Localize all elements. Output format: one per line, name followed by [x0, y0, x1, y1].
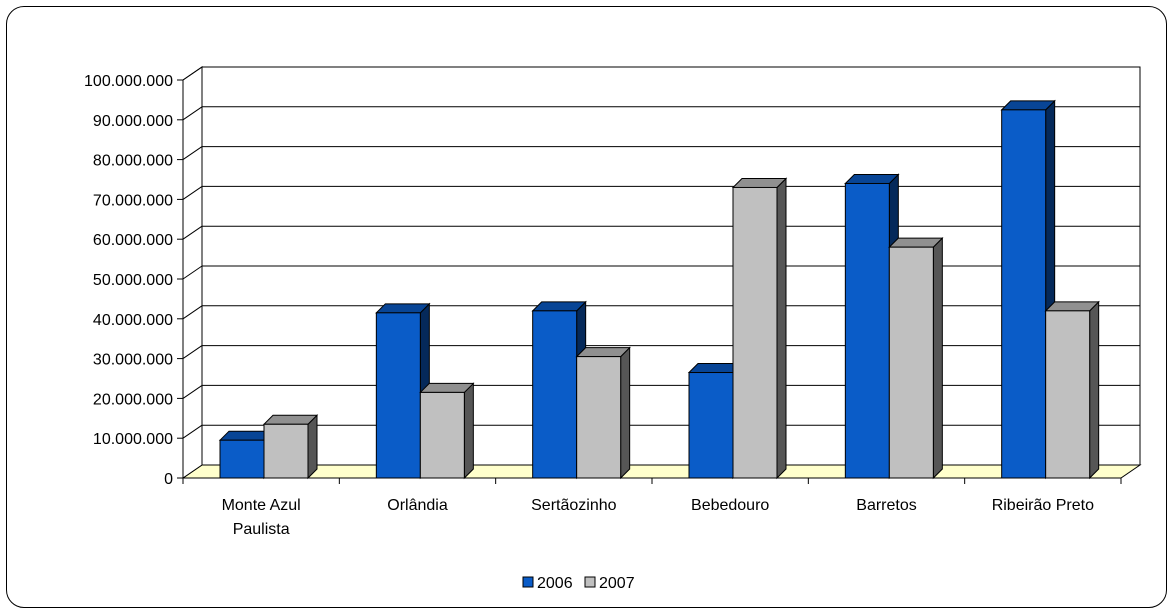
- bar-2007: [1044, 300, 1100, 480]
- legend-swatch-2006: [522, 576, 534, 588]
- y-tick-label: 30.000.000: [93, 352, 173, 369]
- legend-swatch-2007: [584, 576, 596, 588]
- y-tick-label: 100.000.000: [84, 73, 173, 90]
- gridline-side: [182, 305, 203, 320]
- gridline-side: [182, 146, 203, 161]
- gridline-side: [182, 66, 203, 81]
- category-label: Bebedouro: [691, 497, 769, 514]
- bar-2007: [575, 346, 631, 480]
- bar-2007: [262, 414, 319, 480]
- gridline-side: [182, 424, 203, 439]
- gridline-side: [182, 384, 203, 399]
- category-label: Orlândia: [387, 497, 448, 514]
- y-tick-label: 20.000.000: [93, 391, 173, 408]
- category-label: Barretos: [856, 497, 916, 514]
- y-tick-label: 80.000.000: [93, 153, 173, 170]
- legend-label-2006: 2006: [537, 575, 573, 592]
- y-tick-label: 0: [164, 471, 173, 488]
- bar-2007: [888, 236, 944, 480]
- category-label: Monte Azul Paulista: [222, 497, 301, 538]
- category-label: Sertãozinho: [531, 497, 616, 514]
- y-tick-label: 90.000.000: [93, 113, 173, 130]
- gridline-side: [182, 265, 203, 280]
- y-tick-label: 10.000.000: [93, 431, 173, 448]
- chart-floor: [181, 464, 1142, 479]
- bar-2007: [731, 177, 788, 480]
- y-tick-label: 60.000.000: [93, 232, 173, 249]
- legend-label-2007: 2007: [599, 575, 635, 592]
- gridline-side: [182, 225, 203, 240]
- gridline-side: [182, 106, 203, 121]
- bar-2007: [419, 382, 475, 480]
- gridline-side: [182, 185, 203, 200]
- y-tick-label: 40.000.000: [93, 312, 173, 329]
- category-label: Ribeirão Preto: [992, 497, 1094, 514]
- gridline-side: [182, 345, 203, 360]
- y-tick-label: 70.000.000: [93, 192, 173, 209]
- y-tick-label: 50.000.000: [93, 272, 173, 289]
- bar-2006: [218, 429, 275, 480]
